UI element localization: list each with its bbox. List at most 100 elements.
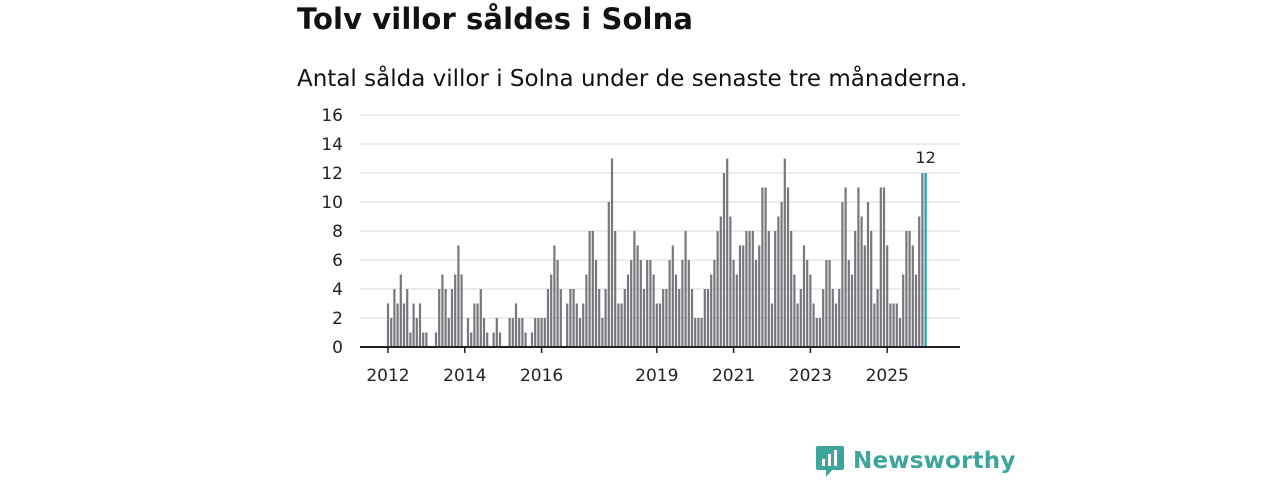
bar <box>892 303 895 347</box>
bar <box>511 318 514 347</box>
bar <box>393 289 396 347</box>
bar <box>742 245 745 347</box>
bar <box>610 158 614 347</box>
bar <box>559 289 562 347</box>
x-tick-label: 2025 <box>866 366 909 386</box>
bar <box>774 231 777 347</box>
bar <box>556 260 559 347</box>
bar <box>543 318 546 347</box>
bar <box>770 303 774 347</box>
bar <box>857 187 860 347</box>
bar <box>412 303 415 347</box>
bar <box>492 332 495 347</box>
y-tick-label: 16 <box>321 106 343 126</box>
bar <box>844 187 847 347</box>
bar <box>790 231 793 347</box>
bar <box>812 303 815 347</box>
bar <box>418 303 422 347</box>
bar <box>732 260 735 347</box>
y-tick-label: 2 <box>332 309 343 329</box>
bar <box>486 332 489 347</box>
bar <box>447 318 450 347</box>
bar <box>441 274 444 347</box>
bar <box>578 318 582 347</box>
bar <box>722 173 726 347</box>
bar <box>406 289 409 347</box>
bar <box>594 260 598 347</box>
bar <box>754 260 758 347</box>
bar <box>444 289 447 347</box>
bar <box>905 231 908 347</box>
bar <box>729 216 732 347</box>
brand-name: Newsworthy <box>853 448 1016 474</box>
bar <box>889 303 892 347</box>
bar <box>870 231 873 347</box>
bar <box>626 274 630 347</box>
bar <box>508 318 511 347</box>
bar <box>703 289 706 347</box>
bar <box>822 289 825 347</box>
bar <box>668 260 671 347</box>
bar <box>745 231 748 347</box>
bar <box>834 303 838 347</box>
x-tick-label: 2016 <box>520 366 563 386</box>
bar <box>422 332 425 347</box>
bar <box>390 318 393 347</box>
bar <box>860 216 863 347</box>
x-tick-label: 2014 <box>443 366 486 386</box>
bar <box>620 303 623 347</box>
bar <box>847 260 850 347</box>
bar <box>604 289 607 347</box>
bar <box>476 303 479 347</box>
bar <box>540 318 543 347</box>
value-label: 12 <box>915 148 935 167</box>
x-tick-label: 2012 <box>366 366 409 386</box>
bar <box>530 332 534 347</box>
bar <box>569 289 572 347</box>
chart-subtitle: Antal sålda villor i Solna under de sena… <box>297 66 968 92</box>
x-tick-label: 2023 <box>789 366 832 386</box>
bar <box>617 303 620 347</box>
bar <box>866 202 870 347</box>
bar <box>636 245 639 347</box>
bar <box>914 274 918 347</box>
bar <box>518 318 521 347</box>
bar <box>802 245 806 347</box>
bar <box>898 318 902 347</box>
bar <box>662 289 665 347</box>
bar <box>687 260 690 347</box>
bar <box>921 173 924 347</box>
bar <box>665 289 668 347</box>
bar <box>482 318 486 347</box>
bar-highlight <box>924 173 927 347</box>
bar <box>716 231 719 347</box>
bar <box>873 303 876 347</box>
bar <box>652 274 655 347</box>
bar <box>633 231 636 347</box>
brand-logo: Newsworthy <box>815 444 1016 478</box>
bar <box>598 289 601 347</box>
bar <box>582 303 585 347</box>
bar <box>649 260 652 347</box>
bar <box>521 318 524 347</box>
bar <box>524 332 527 347</box>
y-tick-label: 6 <box>332 251 343 271</box>
bar <box>575 303 578 347</box>
bar <box>642 289 646 347</box>
bar <box>399 274 402 347</box>
bar <box>425 332 428 347</box>
bar <box>895 303 898 347</box>
bar <box>713 260 716 347</box>
bar <box>546 289 550 347</box>
bar <box>607 202 610 347</box>
bar <box>911 245 914 347</box>
bar <box>838 289 841 347</box>
bar <box>466 318 470 347</box>
bar <box>450 289 454 347</box>
bar <box>655 303 658 347</box>
bar <box>434 332 438 347</box>
bar <box>674 274 678 347</box>
bar <box>902 274 905 347</box>
bar <box>572 289 575 347</box>
